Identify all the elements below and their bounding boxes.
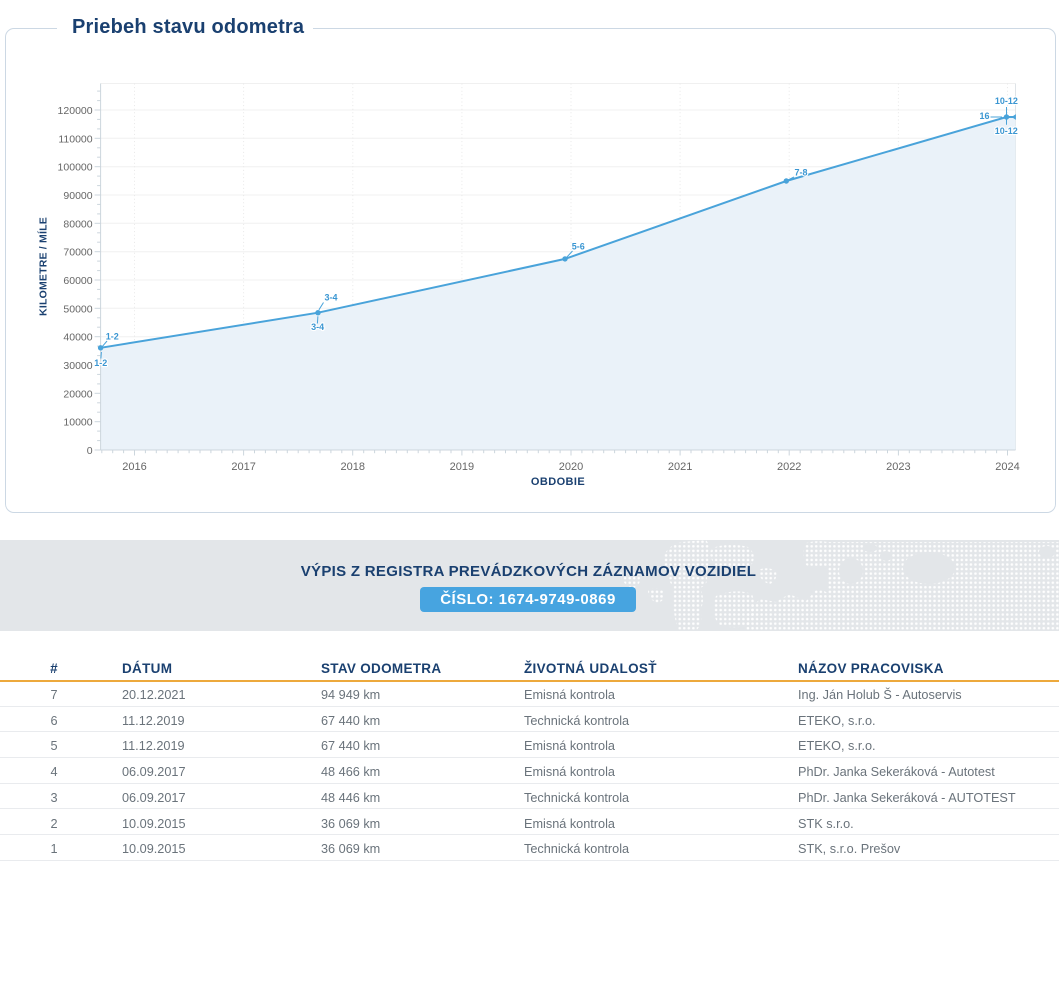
svg-text:1-2: 1-2 [106, 331, 119, 341]
svg-text:100000: 100000 [58, 162, 93, 174]
svg-text:80000: 80000 [63, 218, 92, 230]
svg-text:2020: 2020 [559, 461, 583, 473]
svg-text:2017: 2017 [231, 461, 255, 473]
svg-text:30000: 30000 [63, 360, 92, 372]
svg-text:2024: 2024 [995, 461, 1019, 473]
svg-text:2021: 2021 [668, 461, 692, 473]
svg-text:3-4: 3-4 [324, 293, 337, 303]
svg-text:2016: 2016 [122, 461, 146, 473]
svg-text:5-6: 5-6 [572, 242, 585, 252]
svg-text:10000: 10000 [63, 417, 92, 429]
svg-text:70000: 70000 [63, 247, 92, 259]
svg-text:120000: 120000 [58, 105, 93, 117]
svg-text:2018: 2018 [341, 461, 365, 473]
svg-text:2023: 2023 [886, 461, 910, 473]
svg-text:KILOMETRE / MÍLE: KILOMETRE / MÍLE [37, 217, 50, 316]
svg-text:OBDOBIE: OBDOBIE [531, 476, 585, 488]
svg-text:60000: 60000 [63, 275, 92, 287]
svg-text:50000: 50000 [63, 303, 92, 315]
svg-text:10-12: 10-12 [995, 126, 1018, 136]
svg-text:16: 16 [979, 111, 989, 121]
svg-text:2019: 2019 [450, 461, 474, 473]
svg-text:7-8: 7-8 [794, 168, 807, 178]
svg-text:2022: 2022 [777, 461, 801, 473]
svg-text:110000: 110000 [58, 133, 92, 145]
svg-text:40000: 40000 [63, 332, 92, 344]
svg-text:20000: 20000 [63, 388, 92, 400]
svg-text:3-4: 3-4 [311, 322, 324, 332]
svg-text:0: 0 [87, 445, 93, 457]
svg-text:90000: 90000 [63, 190, 92, 202]
svg-text:1-2: 1-2 [94, 358, 107, 368]
svg-text:10-12: 10-12 [995, 96, 1018, 106]
